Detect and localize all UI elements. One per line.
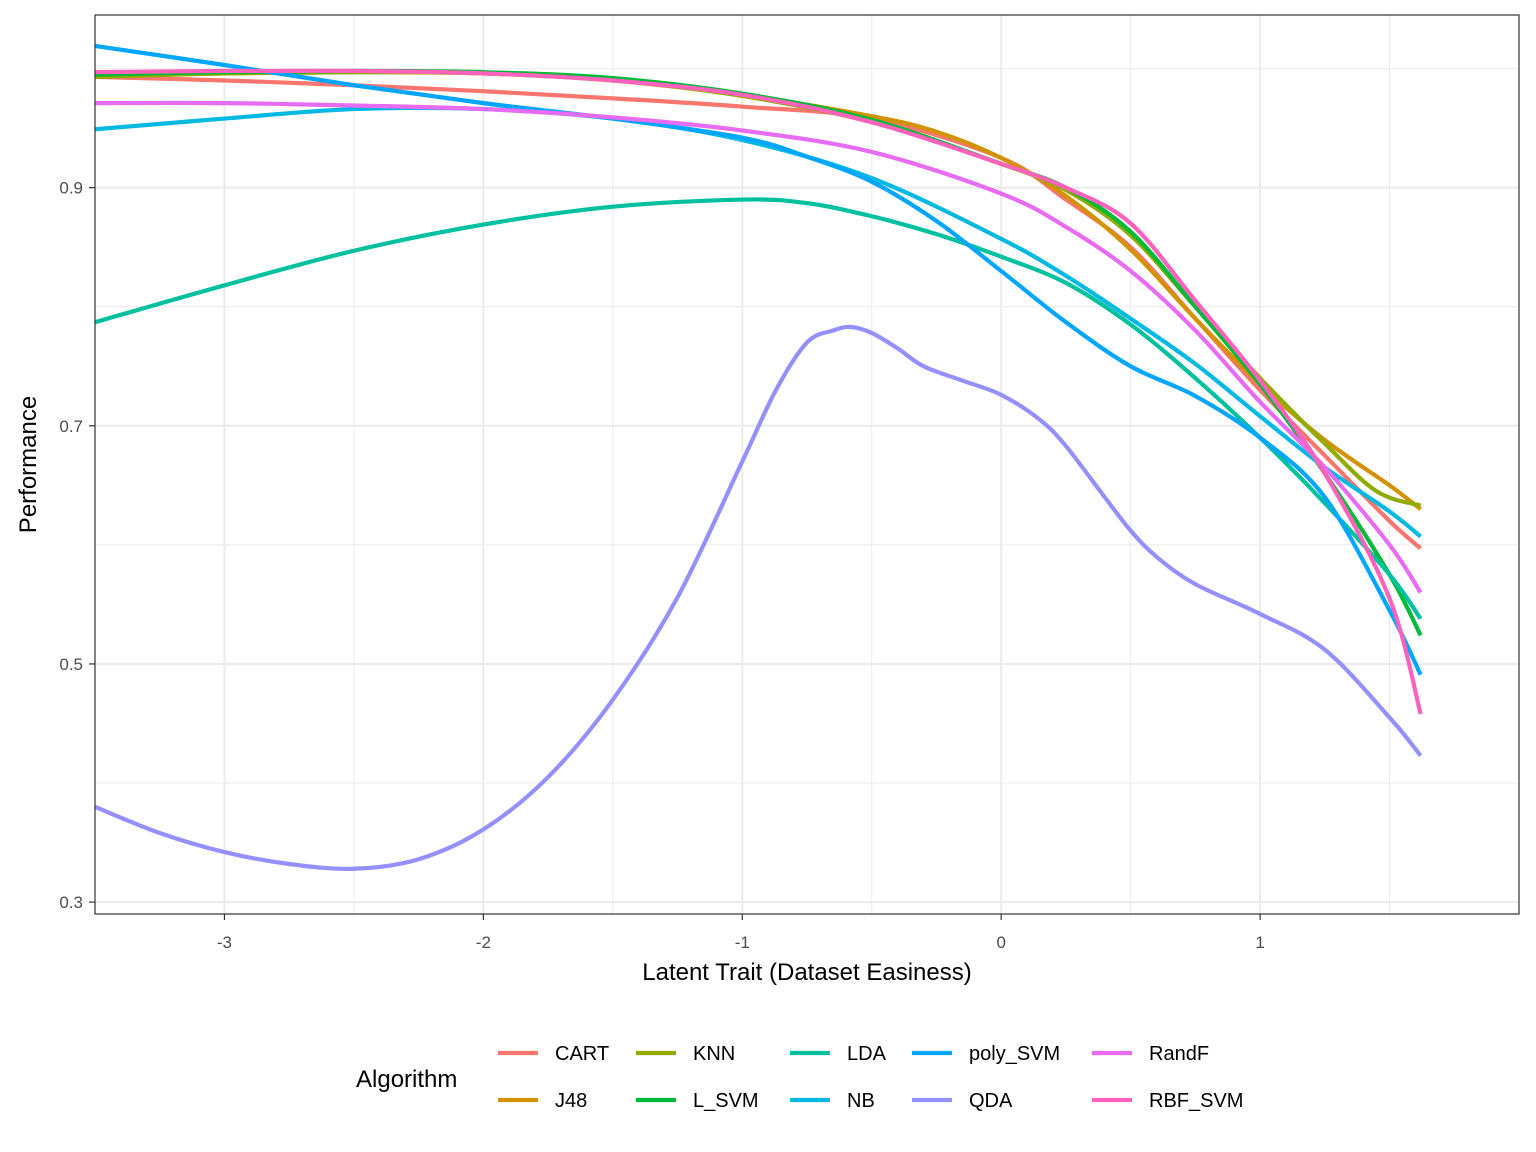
plot-panel-border: [94, 14, 1520, 915]
legend-title: Algorithm: [356, 1066, 457, 1093]
y-axis-title: Performance: [15, 396, 42, 533]
axis-layer: -3 -2 -1 0 1 0.3 0.5 0.7 0.9: [59, 179, 1264, 952]
y-tick-label: 0.7: [59, 417, 83, 436]
series-line-poly-svm: [94, 43, 1423, 676]
legend-label-nb: NB: [847, 1090, 875, 1112]
x-tick-label: 0: [996, 933, 1005, 952]
legend-label-qda: QDA: [969, 1090, 1013, 1112]
x-tick-label: 1: [1255, 933, 1264, 952]
series-line-nb: [94, 105, 1422, 539]
grid-layer: [94, 15, 1519, 914]
legend-label-j48: J48: [555, 1090, 587, 1112]
series-layer: [94, 43, 1423, 871]
legend-label-randf: RandF: [1149, 1043, 1209, 1065]
legend-label-poly-svm: poly_SVM: [969, 1043, 1060, 1065]
series-line-qda: [94, 324, 1423, 871]
legend-label-l-svm: L_SVM: [693, 1090, 759, 1112]
series-line-randf: [94, 100, 1423, 594]
x-tick-label: -1: [735, 933, 750, 952]
y-tick-label: 0.3: [59, 893, 83, 912]
legend-label-knn: KNN: [693, 1043, 735, 1065]
x-tick-label: -2: [476, 933, 491, 952]
legend-label-rbf-svm: RBF_SVM: [1149, 1090, 1243, 1112]
legend: Algorithm CART J48 KNN L_SVM LDA NB poly_SVM QD…: [356, 1043, 1243, 1112]
series-line-rbf-svm: [94, 68, 1423, 715]
x-axis-title: Latent Trait (Dataset Easiness): [642, 959, 971, 986]
legend-label-cart: CART: [555, 1043, 609, 1065]
y-tick-label: 0.5: [59, 655, 83, 674]
legend-label-lda: LDA: [847, 1043, 887, 1065]
y-tick-label: 0.9: [59, 179, 83, 198]
x-tick-label: -3: [217, 933, 232, 952]
